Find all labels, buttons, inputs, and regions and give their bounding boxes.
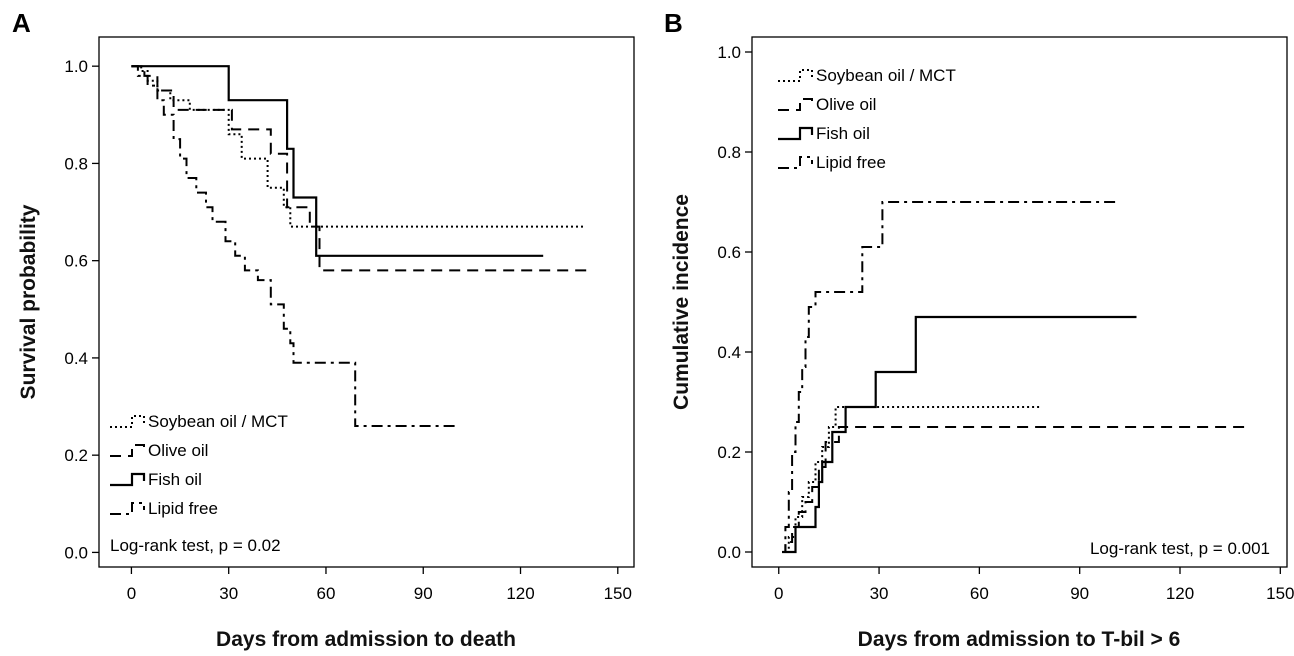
panel-a-legend-label-fish-oil: Fish oil — [148, 470, 202, 489]
panel-a-series-fish-oil — [131, 65, 544, 257]
panel-b-x-tick-label: 90 — [1070, 584, 1089, 603]
panel-b-series-lipid-free — [782, 201, 1120, 553]
panel-label-b: B — [664, 8, 683, 38]
panel-a-x-axis-label: Days from admission to death — [216, 628, 516, 651]
panel-b-y-axis-label: Cumulative incidence — [670, 194, 693, 410]
panel-a-legend-swatch-soybean-oil-mct — [110, 415, 145, 428]
panel-a-y-tick-label: 0.4 — [64, 349, 88, 368]
panel-b-x-tick-label: 150 — [1266, 584, 1294, 603]
panel-b-legend-swatch-lipid-free — [778, 156, 813, 169]
panel-a-legend-label-lipid-free: Lipid free — [148, 499, 218, 518]
panel-a-legend-swatch-lipid-free — [110, 502, 145, 515]
panel-b-x-tick-label: 120 — [1166, 584, 1194, 603]
panel-b-chart: 0 30 60 90 120 150 0.0 0.2 0.4 0.6 0.8 1.0 Days from… — [670, 36, 1294, 651]
panel-b-x-tick-label: 60 — [970, 584, 989, 603]
panel-b-legend-label-olive-oil: Olive oil — [816, 95, 876, 114]
panel-a-y-tick-label: 0.8 — [64, 154, 88, 173]
panel-b-legend-swatch-olive-oil — [778, 98, 813, 111]
panel-b-y-tick-label: 0.6 — [717, 243, 741, 262]
panel-b-y-tick-label: 0.4 — [717, 343, 741, 362]
panel-a-series-olive-oil — [131, 65, 592, 272]
panel-label-a: A — [12, 8, 31, 38]
panel-a-x-tick-label: 120 — [506, 584, 534, 603]
panel-b-x-tick-label: 30 — [870, 584, 889, 603]
panel-a-plot-frame — [98, 36, 635, 568]
panel-a-series-lipid-free — [131, 65, 456, 427]
panel-a-x-tick-label: 150 — [604, 584, 632, 603]
panel-a-legend-label-olive-oil: Olive oil — [148, 441, 208, 460]
panel-a-legend-swatch-fish-oil — [110, 472, 146, 487]
panel-a-legend-swatch-olive-oil — [110, 444, 145, 457]
panel-b-legend-label-soybean-oil-mct: Soybean oil / MCT — [816, 66, 956, 85]
panel-b-y-tick-label: 0.0 — [717, 543, 741, 562]
panel-a-x-tick-label: 0 — [127, 584, 136, 603]
panel-a-x-tick-label: 90 — [414, 584, 433, 603]
panel-a-y-tick-label: 1.0 — [64, 57, 88, 76]
panel-b-series-fish-oil — [782, 315, 1137, 554]
panel-a-x-tick-label: 30 — [219, 584, 238, 603]
panel-b-legend-swatch-soybean-oil-mct — [778, 69, 813, 82]
panel-a-y-tick-label: 0.2 — [64, 446, 88, 465]
panel-b-y-tick-label: 0.8 — [717, 143, 741, 162]
panel-b-y-tick-label: 0.2 — [717, 443, 741, 462]
panel-a-series-soybean-oil-mct — [131, 65, 586, 228]
panel-b-x-tick-label: 0 — [774, 584, 783, 603]
panel-b-series-soybean-oil-mct — [782, 406, 1040, 553]
panel-a-x-tick-label: 60 — [317, 584, 336, 603]
panel-b-plot-frame — [751, 36, 1288, 568]
panel-b-legend-label-fish-oil: Fish oil — [816, 124, 870, 143]
panel-b-legend-label-lipid-free: Lipid free — [816, 153, 886, 172]
panel-b-legend-swatch-fish-oil — [778, 126, 814, 141]
panel-b-series-olive-oil — [782, 426, 1247, 553]
panel-b-y-tick-label: 1.0 — [717, 43, 741, 62]
panel-a-chart: 0 30 60 90 120 150 0.0 0.2 0.4 0.6 0.8 1.0 Days from… — [17, 36, 635, 651]
panel-a-y-axis-label: Survival probability — [17, 204, 40, 399]
panel-a-y-tick-label: 0.6 — [64, 252, 88, 271]
panel-a-legend-label-soybean-oil-mct: Soybean oil / MCT — [148, 412, 288, 431]
panel-b-x-axis-label: Days from admission to T-bil > 6 — [858, 628, 1181, 651]
panel-b-logrank-annotation: Log-rank test, p = 0.001 — [1090, 539, 1270, 558]
panel-a-y-tick-label: 0.0 — [64, 543, 88, 562]
panel-a-logrank-annotation: Log-rank test, p = 0.02 — [110, 536, 281, 555]
